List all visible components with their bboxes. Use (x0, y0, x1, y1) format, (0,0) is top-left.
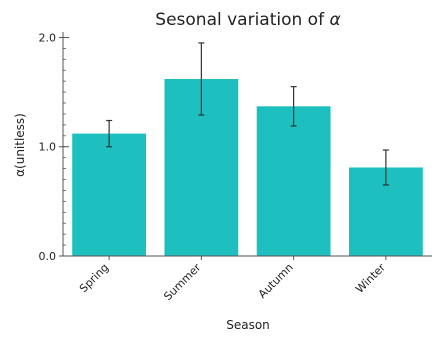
x-tick-label: Summer (161, 261, 204, 304)
chart-title-text: Sesonal variation of (155, 10, 329, 30)
bar-spring (72, 133, 147, 256)
x-tick-label: Winter (353, 261, 388, 296)
bars-layer (72, 78, 423, 257)
error-bars-layer (106, 42, 389, 186)
y-tick-label: 2.0 (39, 31, 57, 44)
y-ticks-layer: 0.0 1.0 2.0 (39, 31, 69, 263)
chart-title-symbol: α (329, 10, 340, 30)
bar-autumn (256, 106, 331, 257)
x-tick-label: Autumn (256, 261, 296, 301)
chart-title: Sesonal variation of α (155, 10, 340, 30)
y-axis-label: α(unitless) (13, 113, 27, 177)
x-axis-label: Season (226, 318, 270, 332)
y-tick-label: 1.0 (39, 141, 57, 154)
x-tick-label: Spring (77, 261, 111, 295)
axes-layer (62, 32, 432, 257)
x-ticks-layer: Spring Summer Autumn Winter (77, 256, 388, 303)
y-tick-label: 0.0 (39, 250, 57, 263)
